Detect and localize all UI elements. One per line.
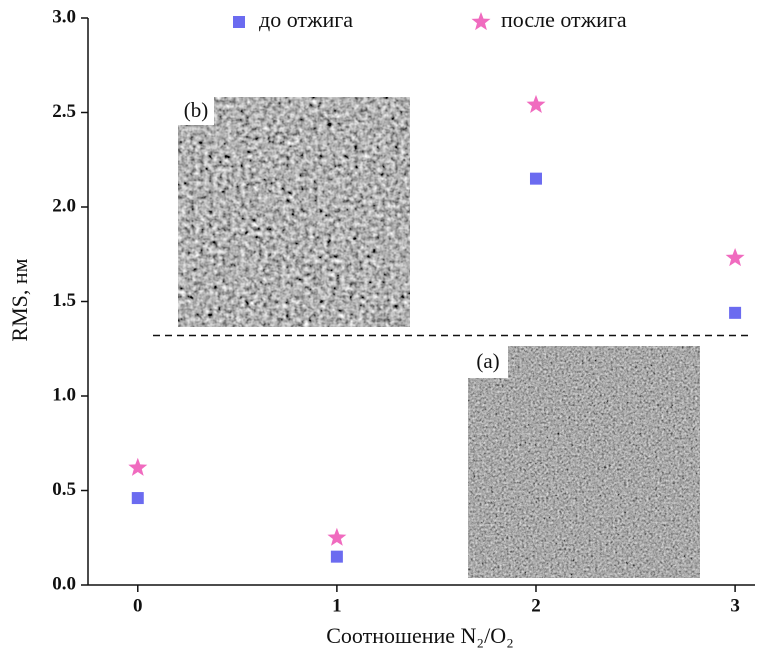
square-marker <box>131 492 144 505</box>
star-marker <box>128 457 148 476</box>
star-marker <box>327 527 347 546</box>
y-tick-label: 2.0 <box>52 195 76 216</box>
y-tick-label: 2.5 <box>52 101 76 122</box>
y-tick-label: 3.0 <box>52 6 76 27</box>
legend-marker <box>471 12 491 31</box>
x-tick-label: 2 <box>531 595 541 616</box>
y-tick-label: 1.0 <box>52 384 76 405</box>
inset-image <box>468 346 700 578</box>
inset-label: (a) <box>476 349 499 373</box>
legend-label: до отжига <box>259 7 353 32</box>
inset-label-box <box>178 97 214 125</box>
star-marker <box>526 94 546 113</box>
inset-image <box>178 97 410 327</box>
inset-label: (b) <box>184 98 209 122</box>
y-axis-title: RMS, нм <box>7 258 32 341</box>
square-marker <box>330 550 343 563</box>
star-marker <box>725 248 745 267</box>
x-tick-label: 3 <box>730 595 740 616</box>
y-tick-label: 0.5 <box>52 479 76 500</box>
y-tick-label: 1.5 <box>52 290 76 311</box>
square-marker <box>729 306 742 319</box>
y-tick-label: 0.0 <box>52 573 76 594</box>
x-tick-label: 0 <box>133 595 143 616</box>
x-tick-label: 1 <box>332 595 342 616</box>
x-axis-title: Соотношение N₂/O₂ <box>326 623 514 648</box>
legend-label: после отжига <box>501 7 627 32</box>
legend-marker <box>233 16 245 28</box>
square-marker <box>529 172 542 185</box>
inset-label-box <box>468 346 508 378</box>
